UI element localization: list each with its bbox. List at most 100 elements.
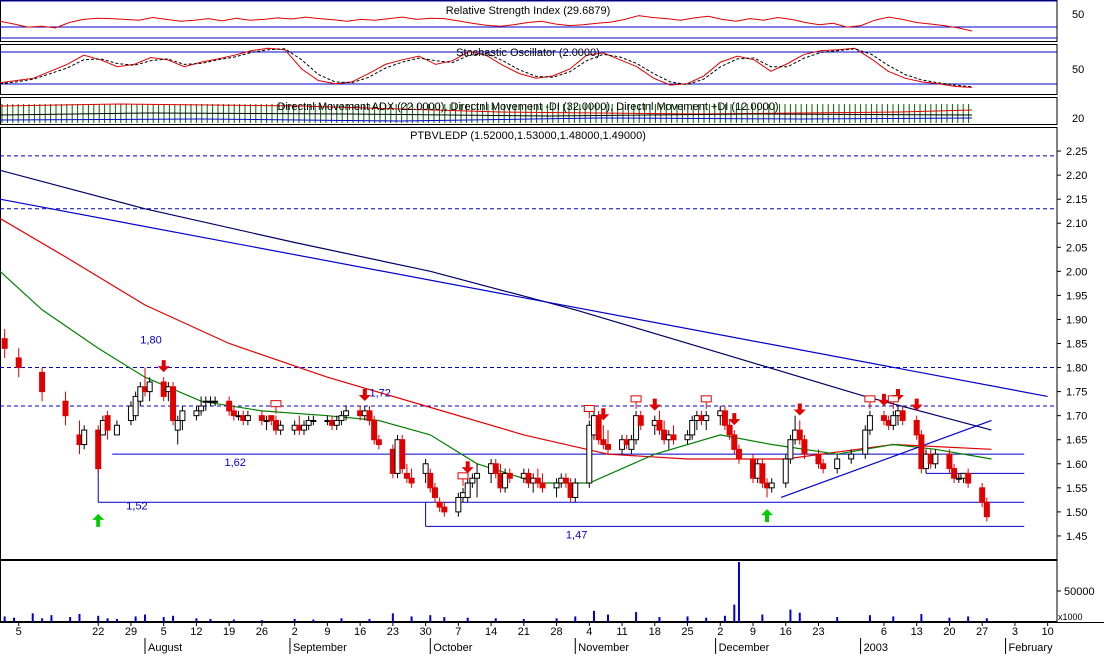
candle-body — [759, 463, 766, 484]
candle-body — [399, 439, 406, 470]
day-tick-label: 19 — [223, 626, 235, 638]
day-tick-label: 11 — [616, 626, 627, 638]
candle-body — [455, 496, 462, 513]
day-tick-label: 5 — [161, 626, 167, 638]
candle-body — [371, 419, 378, 441]
candle-body — [600, 439, 607, 446]
candle-body — [955, 477, 962, 480]
candle-body — [39, 371, 46, 393]
candle-body — [670, 434, 677, 441]
candle-body — [441, 506, 448, 513]
sell-arrow — [461, 461, 474, 474]
candle-body — [338, 415, 345, 421]
stochastic-title: Stochastic Oscillator (2.0000) — [456, 47, 600, 59]
month-label: October — [433, 642, 472, 654]
sell-arrow — [648, 398, 661, 411]
day-tick-label: 5 — [16, 626, 22, 638]
day-tick-label: 27 — [976, 626, 988, 638]
rsi-tick-50: 50 — [1072, 9, 1084, 21]
candle-body — [436, 501, 443, 508]
candle-body — [137, 386, 144, 402]
signal-flag — [583, 404, 595, 412]
candle-body — [132, 395, 139, 417]
level-label: 1,80 — [140, 335, 161, 347]
candle-body — [801, 439, 808, 455]
signal-flag — [864, 395, 876, 403]
candle-body — [305, 419, 312, 426]
price-tick-label: 2.25 — [1066, 146, 1087, 158]
sell-arrow — [793, 403, 806, 416]
candle-body — [502, 472, 509, 489]
candle-body — [268, 415, 275, 421]
candle-body — [469, 477, 476, 484]
sell-arrow — [157, 360, 170, 373]
price-tick-label: 1.80 — [1066, 363, 1087, 375]
trendline — [0, 198, 1048, 398]
candle-body — [343, 410, 350, 417]
price-tick-label: 1.70 — [1066, 411, 1087, 423]
day-tick-label: 23 — [812, 626, 824, 638]
price-tick-label: 2.15 — [1066, 194, 1087, 206]
candle-body — [572, 482, 579, 498]
stochastic-frame — [0, 44, 1058, 95]
day-tick-label: 25 — [681, 626, 693, 638]
candle-body — [946, 453, 953, 470]
candle-body — [913, 419, 920, 436]
day-tick-label: 20 — [943, 626, 955, 638]
price-tick-label: 1.55 — [1066, 483, 1087, 495]
dmi-plus-di-line — [0, 117, 973, 122]
candle-body — [422, 463, 429, 474]
candle-body — [820, 463, 827, 470]
candle-body — [768, 482, 775, 489]
price-tick-label: 1.50 — [1066, 507, 1087, 519]
dmi-minus-di-line — [0, 103, 973, 115]
dmi-tick-20: 20 — [1072, 113, 1084, 125]
day-tick-label: 14 — [485, 626, 497, 638]
stochastic-d-line — [0, 48, 973, 88]
candle-body — [862, 429, 869, 455]
candle-body — [230, 410, 237, 417]
ma-medium-line — [0, 217, 992, 460]
day-tick-label: 13 — [911, 626, 923, 638]
candle-body — [890, 415, 897, 426]
month-label: November — [578, 642, 629, 654]
sell-arrow — [358, 389, 371, 402]
volume-frame — [0, 560, 1058, 622]
dmi-panel: Directnl Movement ADX (22.0000), Directn… — [0, 101, 1084, 125]
candle-body — [263, 419, 270, 422]
candle-body — [258, 415, 265, 421]
candle-body — [113, 424, 120, 436]
candle-body — [170, 386, 177, 421]
candle-body — [403, 472, 410, 479]
candle-body — [553, 482, 560, 489]
sell-arrow — [728, 413, 741, 426]
day-tick-label: 21 — [518, 626, 530, 638]
level-label: 1,62 — [224, 457, 245, 469]
price-tick-label: 2.05 — [1066, 242, 1087, 254]
candle-body — [1, 338, 8, 349]
candle-body — [174, 419, 181, 431]
trendline — [780, 419, 992, 499]
candle-body — [95, 429, 102, 470]
panel-frames — [0, 0, 1104, 623]
price-title: PTBVLEDP (1.52000,1.53000,1.48000,1.4900… — [410, 130, 646, 142]
candle-body — [848, 453, 855, 460]
day-tick-label: 16 — [780, 626, 792, 638]
candle-body — [880, 415, 887, 421]
candle-body — [628, 439, 635, 450]
candle-body — [179, 410, 186, 421]
ma-long-line — [0, 169, 992, 431]
candle-body — [899, 410, 906, 421]
candle-body — [226, 400, 233, 412]
candle-body — [375, 439, 382, 446]
month-label: February — [1009, 642, 1054, 654]
day-tick-label: 4 — [586, 626, 592, 638]
candle-body — [866, 415, 873, 431]
candle-body — [244, 415, 251, 421]
candle-body — [815, 453, 822, 465]
dmi-title: Directnl Movement ADX (22.0000), Directn… — [277, 101, 778, 113]
candle-body — [918, 434, 925, 470]
day-tick-label: 9 — [324, 626, 330, 638]
buy-arrow — [92, 513, 105, 527]
candle-body — [474, 472, 481, 479]
